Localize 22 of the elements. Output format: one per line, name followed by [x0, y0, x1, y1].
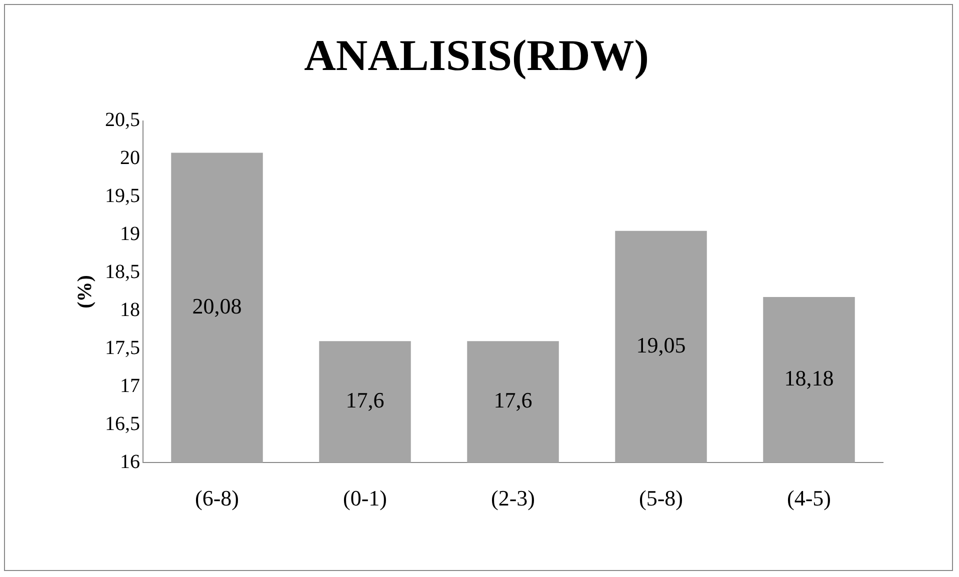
y-tick-label: 18 — [120, 298, 140, 321]
data-label: 17,6 — [494, 388, 532, 413]
y-tick-label: 18,5 — [105, 260, 140, 283]
x-tick-label: (5-8) — [639, 486, 683, 511]
y-tick-label: 20,5 — [105, 109, 140, 132]
chart-title: ANALISIS(RDW) — [304, 30, 649, 80]
y-tick-label: 16,5 — [105, 412, 140, 435]
y-tick-label: 20 — [120, 147, 140, 170]
data-label: 17,6 — [346, 388, 384, 413]
y-tick-label: 19,5 — [105, 185, 140, 208]
x-tick-label: (2-3) — [491, 486, 535, 511]
y-tick-label: 16 — [120, 450, 140, 473]
y-tick-label: 17 — [120, 374, 140, 397]
x-tick-label: (4-5) — [787, 486, 831, 511]
data-label: 20,08 — [192, 293, 242, 318]
y-axis-title: (%) — [74, 275, 96, 308]
data-label: 18,18 — [784, 366, 834, 391]
x-tick-label: (0-1) — [343, 486, 387, 511]
y-tick-label: 17,5 — [105, 336, 140, 359]
x-tick-label: (6-8) — [195, 486, 239, 511]
y-tick-label: 19 — [120, 222, 140, 245]
data-label: 19,05 — [636, 332, 686, 358]
